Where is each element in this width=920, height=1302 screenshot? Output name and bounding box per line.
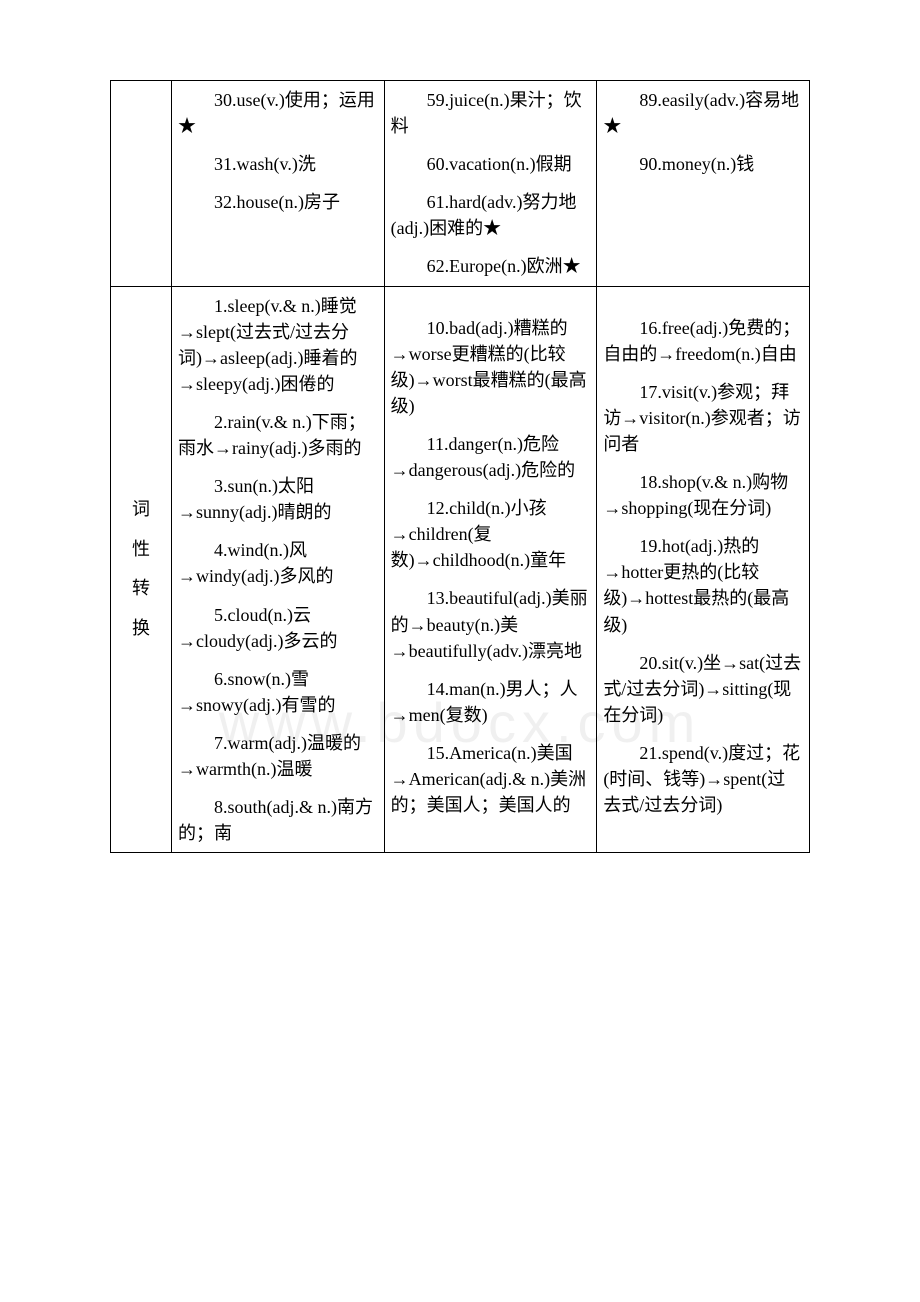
content-cell: 1.sleep(v.& n.)睡觉→slept(过去式/过去分词)→asleep… xyxy=(172,286,385,853)
vocab-entry: 8.south(adj.& n.)南方的；南 xyxy=(172,788,384,852)
vocab-entry: 59.juice(n.)果汁；饮料 xyxy=(385,81,597,145)
vocab-entry: 1.sleep(v.& n.)睡觉→slept(过去式/过去分词)→asleep… xyxy=(172,287,384,403)
row-label-char: 换 xyxy=(132,609,150,649)
vocab-entry: 16.free(adj.)免费的；自由的→freedom(n.)自由 xyxy=(597,309,809,373)
vocab-entry: 62.Europe(n.)欧洲★ xyxy=(385,247,597,285)
vocab-entry: 21.spend(v.)度过；花(时间、钱等)→spent(过去式/过去分词) xyxy=(597,734,809,824)
vocab-entry: 61.hard(adv.)努力地(adj.)困难的★ xyxy=(385,183,597,247)
vocab-entry: 32.house(n.)房子 xyxy=(172,183,384,221)
vocab-entry: 4.wind(n.)风→windy(adj.)多风的 xyxy=(172,531,384,595)
vocab-entry: 12.child(n.)小孩→children(复数)→childhood(n.… xyxy=(385,489,597,579)
vocab-entry: 5.cloud(n.)云→cloudy(adj.)多云的 xyxy=(172,596,384,660)
vocab-entry: 14.man(n.)男人；人→men(复数) xyxy=(385,670,597,734)
table-row: 词 性 转 换 1.sleep(v.& n.)睡觉→slept(过去式/过去分词… xyxy=(111,286,810,853)
vocab-entry: 89.easily(adv.)容易地★ xyxy=(597,81,809,145)
row-label-cell: 词 性 转 换 xyxy=(111,286,172,853)
vocab-entry: 60.vacation(n.)假期 xyxy=(385,145,597,183)
content-cell: 89.easily(adv.)容易地★ 90.money(n.)钱 xyxy=(597,81,810,287)
vocab-entry: 19.hot(adj.)热的→hotter更热的(比较级)→hottest最热的… xyxy=(597,527,809,643)
vocab-entry: 30.use(v.)使用；运用★ xyxy=(172,81,384,145)
vocab-entry: 11.danger(n.)危险→dangerous(adj.)危险的 xyxy=(385,425,597,489)
vocab-entry: 10.bad(adj.)糟糕的→worse更糟糕的(比较级)→worst最糟糕的… xyxy=(385,309,597,425)
vocab-entry: 18.shop(v.& n.)购物→shopping(现在分词) xyxy=(597,463,809,527)
row-label-cell xyxy=(111,81,172,287)
vocab-table: 30.use(v.)使用；运用★ 31.wash(v.)洗 32.house(n… xyxy=(110,80,810,853)
vocab-entry: 7.warm(adj.)温暖的→warmth(n.)温暖 xyxy=(172,724,384,788)
row-label-char: 词 xyxy=(132,490,150,530)
content-cell: 10.bad(adj.)糟糕的→worse更糟糕的(比较级)→worst最糟糕的… xyxy=(384,286,597,853)
content-cell: 59.juice(n.)果汁；饮料 60.vacation(n.)假期 61.h… xyxy=(384,81,597,287)
content-cell: 16.free(adj.)免费的；自由的→freedom(n.)自由 17.vi… xyxy=(597,286,810,853)
vocab-entry: 90.money(n.)钱 xyxy=(597,145,809,183)
row-label-char: 转 xyxy=(132,569,150,609)
vocab-entry: 6.snow(n.)雪→snowy(adj.)有雪的 xyxy=(172,660,384,724)
vocab-entry: 13.beautiful(adj.)美丽的→beauty(n.)美→beauti… xyxy=(385,579,597,669)
document-page: www.bdocx.com 30.use(v.)使用；运用★ 31.wash(v… xyxy=(0,0,920,893)
vocab-entry: 2.rain(v.& n.)下雨；雨水→rainy(adj.)多雨的 xyxy=(172,403,384,467)
vocab-entry: 20.sit(v.)坐→sat(过去式/过去分词)→sitting(现在分词) xyxy=(597,644,809,734)
row-label-char: 性 xyxy=(132,530,150,570)
vocab-entry: 31.wash(v.)洗 xyxy=(172,145,384,183)
content-cell: 30.use(v.)使用；运用★ 31.wash(v.)洗 32.house(n… xyxy=(172,81,385,287)
vocab-entry: 17.visit(v.)参观；拜访→visitor(n.)参观者；访问者 xyxy=(597,373,809,463)
vocab-entry: 15.America(n.)美国→American(adj.& n.)美洲的；美… xyxy=(385,734,597,824)
vocab-entry: 3.sun(n.)太阳→sunny(adj.)晴朗的 xyxy=(172,467,384,531)
table-row: 30.use(v.)使用；运用★ 31.wash(v.)洗 32.house(n… xyxy=(111,81,810,287)
